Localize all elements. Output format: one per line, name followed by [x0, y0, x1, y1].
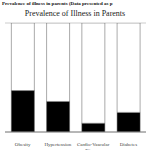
svg-text:Diabetes: Diabetes [120, 142, 138, 147]
svg-text:Cardio-VascularDisease: Cardio-VascularDisease [77, 142, 110, 150]
svg-text:Obesity: Obesity [15, 142, 31, 147]
html-text:Prevalence of illness in paren: Prevalence of illness in parents (Data p… [2, 1, 113, 6]
svg-text:Hypertension: Hypertension [44, 142, 71, 147]
html-text:Prevalence of Illness in Paren: Prevalence of Illness in Parents [24, 9, 126, 18]
